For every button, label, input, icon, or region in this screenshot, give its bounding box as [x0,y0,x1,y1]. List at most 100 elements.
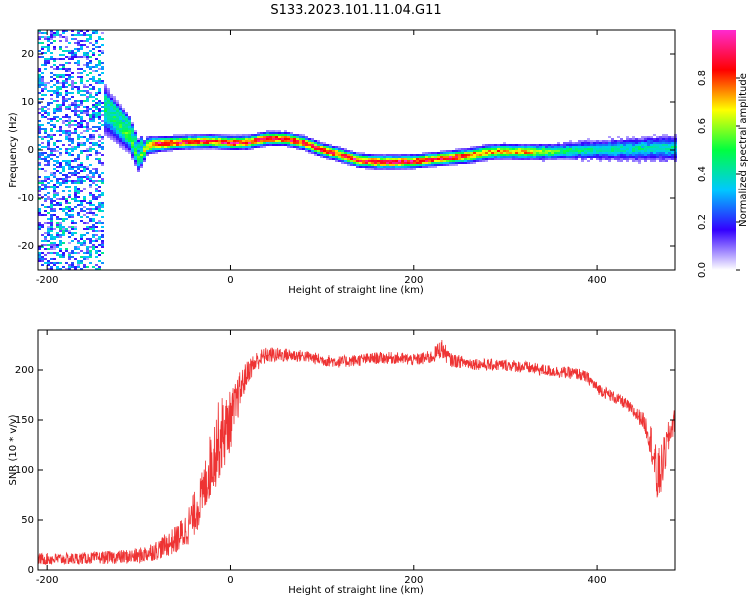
spectrogram-cell [659,154,662,156]
spectrogram-cell [68,108,71,110]
spectrogram-cell [68,92,71,94]
spectrogram-cell [77,62,80,64]
spectrogram-cell [125,144,128,146]
spectrogram-cell [455,158,458,160]
spectrogram-cell [671,146,674,148]
spectrogram-cell [80,116,83,118]
spectrogram-cell [86,174,89,176]
spectrogram-cell [362,164,365,166]
spectrogram-cell [194,148,197,150]
spectrogram-cell [44,254,47,256]
y-tick-label: 0 [28,565,34,576]
spectrogram-cell [44,110,47,112]
spectrogram-cell [98,104,101,106]
spectrogram-cell [116,116,119,118]
spectrogram-cell [506,156,509,158]
spectrogram-cell [53,150,56,152]
spectrogram-cell [41,90,44,92]
spectrogram-cell [281,138,284,140]
spectrogram-cell [47,50,50,52]
spectrogram-cell [617,146,620,148]
spectrogram-cell [653,154,656,156]
spectrogram-cell [488,152,491,154]
spectrogram-cell [509,152,512,154]
spectrogram-cell [41,138,44,140]
spectrogram-cell [71,34,74,36]
spectrogram-cell [146,148,149,150]
spectrogram-cell [134,152,137,154]
spectrogram-cell [53,74,56,76]
spectrogram-cell [92,32,95,34]
spectrogram-cell [545,146,548,148]
spectrogram-cell [38,182,41,184]
spectrogram-cell [116,122,119,124]
spectrogram-cell [146,138,149,140]
spectrogram-cell [104,100,107,102]
spectrogram-cell [53,200,56,202]
spectrogram-cell [638,144,641,146]
spectrogram-cell [185,142,188,144]
spectrogram-cell [41,158,44,160]
spectrogram-cell [626,148,629,150]
spectrogram-cell [98,112,101,114]
spectrogram-cell [62,228,65,230]
spectrogram-cell [557,152,560,154]
spectrogram-cell [659,152,662,154]
spectrogram-cell [116,128,119,130]
spectrogram-cell [623,158,626,160]
spectrogram-cell [77,260,80,262]
spectrogram-cell [533,144,536,146]
spectrogram-cell [608,148,611,150]
spectrogram-cell [155,136,158,138]
spectrogram-cell [131,148,134,150]
spectrogram-cell [275,140,278,142]
spectrogram-cell [626,138,629,140]
spectrogram-cell [362,162,365,164]
spectrogram-cell [137,138,140,140]
spectrogram-cell [503,156,506,158]
spectrogram-cell [605,150,608,152]
spectrogram-cell [650,142,653,144]
spectrogram-cell [86,168,89,170]
spectrogram-cell [110,136,113,138]
spectrogram-cell [71,208,74,210]
spectrogram-cell [512,148,515,150]
spectrogram-cell [53,184,56,186]
spectrogram-cell [92,220,95,222]
spectrogram-cell [122,112,125,114]
spectrogram-cell [104,112,107,114]
x-tick-label: -200 [36,575,59,586]
spectrogram-cell [488,144,491,146]
spectrogram-cell [125,112,128,114]
spectrogram-cell [44,60,47,62]
spectrogram-cell [116,114,119,116]
spectrogram-cell [347,150,350,152]
spectrogram-cell [59,82,62,84]
spectrogram-cell [353,152,356,154]
spectrogram-cell [455,154,458,156]
spectrogram-cell [56,108,59,110]
spectrogram-cell [275,136,278,138]
spectrogram-cell [56,116,59,118]
spectrogram-cell [350,158,353,160]
spectrogram-cell [86,108,89,110]
spectrogram-cell [275,144,278,146]
spectrogram-cell [260,146,263,148]
spectrogram-cell [59,110,62,112]
spectrogram-cell [395,160,398,162]
spectrogram-cell [71,58,74,60]
spectrogram-cell [563,152,566,154]
spectrogram-cell [62,190,65,192]
spectrogram-cell [452,152,455,154]
spectrogram-cell [668,144,671,146]
spectrogram-cell [107,132,110,134]
spectrogram-cell [566,142,569,144]
spectrogram-cell [164,148,167,150]
spectrogram-cell [200,134,203,136]
spectrogram-cell [83,210,86,212]
spectrogram-cell [101,146,104,148]
spectrogram-cell [116,140,119,142]
spectrogram-cell [68,42,71,44]
spectrogram-cell [98,102,101,104]
spectrogram-cell [269,132,272,134]
